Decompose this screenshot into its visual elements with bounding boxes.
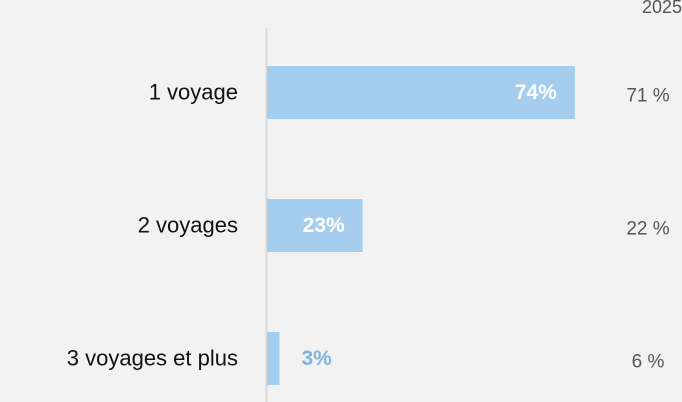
comparison-header: 2025: [642, 0, 682, 17]
comparison-label: 6 %: [632, 352, 665, 373]
value-label: 23%: [303, 214, 345, 237]
category-label: 1 voyage: [149, 79, 238, 104]
category-label: 3 voyages et plus: [67, 345, 238, 370]
value-label: 74%: [515, 81, 557, 104]
comparison-label: 22 %: [626, 219, 669, 240]
comparison-label: 71 %: [626, 86, 669, 107]
bar: [267, 199, 363, 252]
bar: [267, 332, 280, 385]
category-label: 2 voyages: [138, 212, 238, 237]
value-label: 3%: [301, 347, 332, 370]
bar: [267, 66, 575, 119]
